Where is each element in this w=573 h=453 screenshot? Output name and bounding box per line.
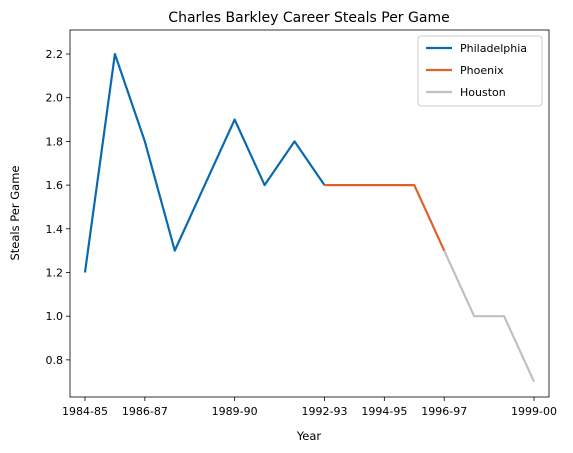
y-axis-label: Steals Per Game	[8, 166, 22, 261]
legend-label-phoenix: Phoenix	[460, 64, 504, 77]
x-tick-label: 1992-93	[301, 405, 347, 418]
chart-title: Charles Barkley Career Steals Per Game	[168, 10, 449, 26]
y-tick-label: 1.8	[46, 135, 64, 148]
series-line-philadelphia	[85, 54, 325, 272]
series-line-phoenix	[324, 185, 444, 251]
legend-label-houston: Houston	[460, 86, 506, 99]
y-tick-label: 0.8	[46, 354, 64, 367]
x-tick-label: 1986-87	[122, 405, 168, 418]
x-tick-label: 1999-00	[511, 405, 557, 418]
x-tick-label: 1984-85	[62, 405, 108, 418]
x-axis-label: Year	[296, 429, 322, 443]
y-tick-label: 1.2	[46, 266, 64, 279]
x-tick-label: 1994-95	[361, 405, 407, 418]
x-tick-label: 1989-90	[212, 405, 258, 418]
legend-label-philadelphia: Philadelphia	[460, 42, 527, 55]
x-tick-label: 1996-97	[421, 405, 467, 418]
y-tick-label: 1.0	[46, 310, 64, 323]
y-tick-label: 2.0	[46, 92, 64, 105]
y-tick-label: 1.6	[46, 179, 64, 192]
series-line-houston	[444, 251, 534, 382]
y-tick-label: 1.4	[46, 223, 64, 236]
y-axis: 0.8 1.0 1.2 1.4 1.6 1.8 2.0 2.2	[46, 48, 71, 367]
y-tick-label: 2.2	[46, 48, 64, 61]
legend: Philadelphia Phoenix Houston	[418, 36, 542, 106]
x-axis: 1984-85 1986-87 1989-90 1992-93 1994-95 1996-…	[62, 397, 557, 418]
